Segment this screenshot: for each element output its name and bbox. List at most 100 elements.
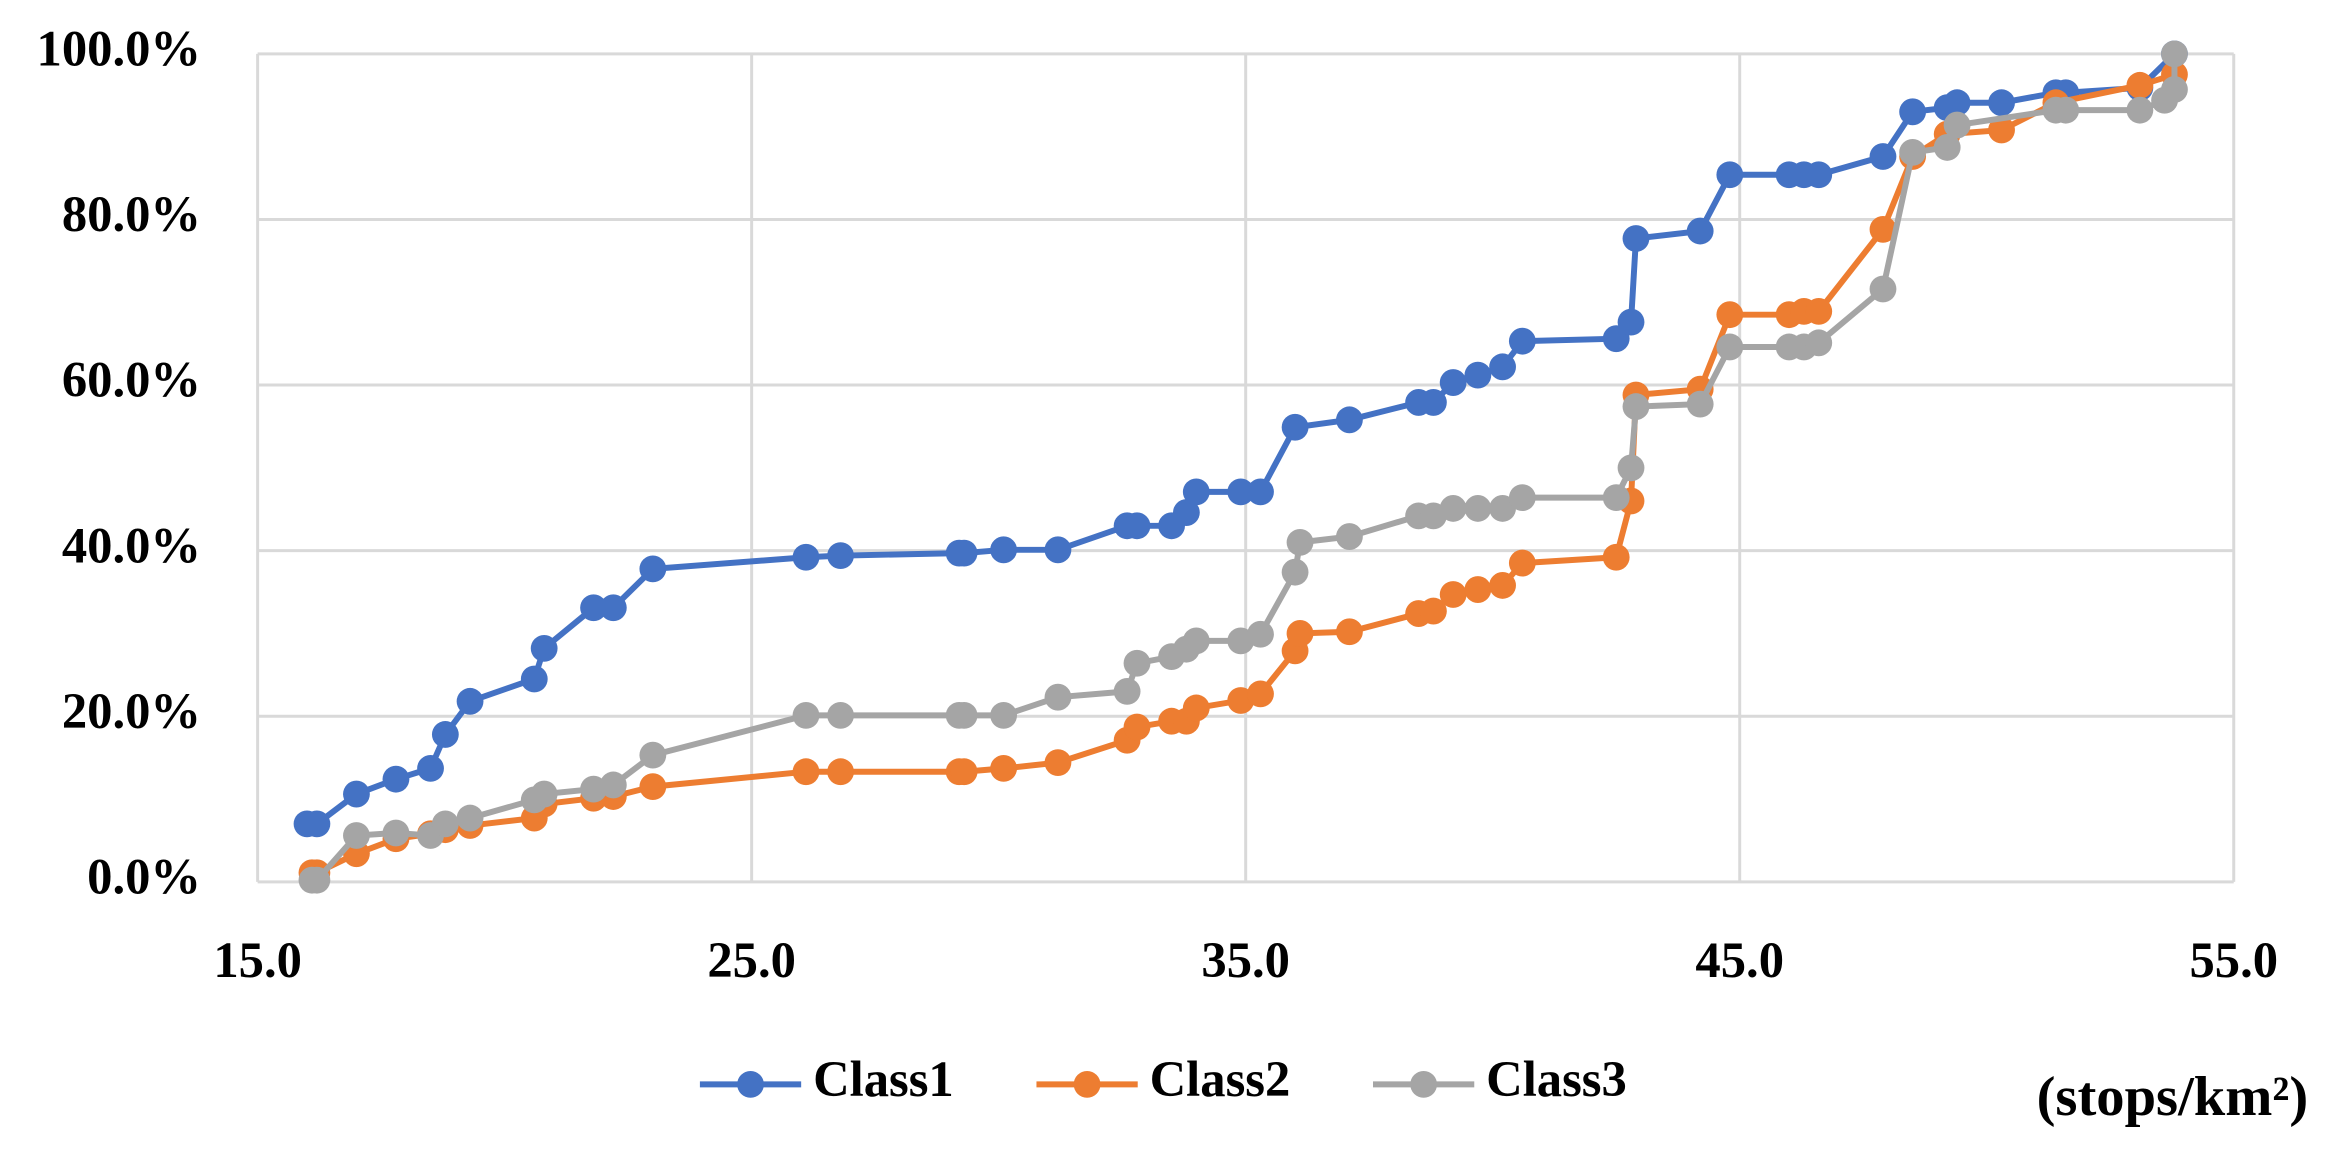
data-point [1716, 301, 1744, 329]
data-point [1617, 308, 1645, 336]
data-point [1123, 512, 1151, 540]
x-tick-label: 45.0 [1695, 932, 1784, 988]
legend-marker [1073, 1070, 1101, 1098]
data-point [1805, 161, 1833, 189]
data-point [1044, 536, 1072, 564]
x-tick-label: 25.0 [707, 932, 796, 988]
data-point [1464, 495, 1492, 522]
data-point [1622, 225, 1650, 252]
data-point [1869, 215, 1897, 243]
data-point [343, 822, 370, 849]
data-point [2126, 71, 2154, 99]
data-point [950, 539, 978, 567]
data-point [1464, 576, 1492, 603]
data-point [1336, 406, 1363, 434]
data-point [1286, 620, 1314, 647]
data-point [1988, 89, 2015, 117]
data-point [520, 665, 548, 693]
data-point [1336, 618, 1363, 646]
data-point [1439, 581, 1467, 608]
data-point [1869, 143, 1897, 170]
data-point [1899, 98, 1927, 126]
data-point [1123, 649, 1151, 677]
data-point [1182, 478, 1210, 506]
data-point [950, 758, 978, 786]
data-point [1716, 161, 1744, 189]
data-point [1716, 333, 1744, 361]
data-point [1182, 627, 1210, 655]
data-point [1602, 484, 1630, 512]
data-point [1805, 297, 1833, 325]
data-point [1943, 89, 1971, 117]
legend-label: Class2 [1150, 1051, 1291, 1107]
data-point [1182, 694, 1210, 722]
data-point [792, 758, 820, 786]
data-point [1044, 683, 1072, 711]
data-point [1123, 713, 1151, 741]
data-point [1617, 454, 1645, 482]
data-point [639, 741, 667, 769]
y-tick-label: 80.0% [62, 186, 201, 242]
legend-label: Class1 [813, 1051, 954, 1107]
series-line [311, 71, 2176, 876]
data-point [1439, 495, 1467, 522]
legend-label: Class3 [1486, 1051, 1627, 1107]
y-tick-label: 20.0% [62, 683, 201, 739]
data-point [1899, 138, 1927, 166]
data-point [456, 687, 484, 715]
data-point [639, 555, 667, 583]
data-point [1281, 558, 1309, 586]
data-point [382, 819, 410, 847]
data-point [827, 758, 854, 786]
data-point [1805, 329, 1833, 357]
data-point [431, 810, 459, 838]
series-line [311, 53, 2178, 884]
data-point [1227, 478, 1255, 506]
data-point [1686, 390, 1714, 418]
data-point [1247, 680, 1274, 708]
data-point [639, 773, 667, 801]
data-point [343, 780, 370, 808]
y-tick-label: 60.0% [62, 352, 201, 408]
data-point [1420, 389, 1447, 416]
data-point [1489, 572, 1516, 599]
data-point [456, 804, 484, 832]
data-point [1602, 543, 1630, 571]
data-point [303, 810, 331, 838]
data-point [1869, 275, 1897, 303]
data-point [1988, 116, 2015, 144]
data-point [1420, 597, 1447, 625]
data-point [530, 780, 558, 808]
data-point [580, 594, 607, 622]
data-point [827, 702, 854, 729]
x-tick-label: 35.0 [1201, 932, 1290, 988]
data-point [1489, 353, 1516, 381]
y-tick-label: 40.0% [62, 517, 201, 573]
data-point [792, 702, 820, 729]
data-point [1247, 620, 1274, 648]
data-point [1943, 111, 1971, 139]
data-point [1686, 217, 1714, 245]
data-point [1508, 549, 1536, 577]
data-point [1439, 369, 1467, 396]
data-point [1336, 523, 1363, 550]
data-point [1286, 528, 1314, 556]
data-point [599, 594, 627, 622]
data-point [303, 866, 331, 894]
y-tick-label: 0.0% [87, 848, 201, 904]
data-point [1508, 484, 1536, 512]
data-point [417, 754, 444, 782]
data-point [431, 721, 459, 748]
data-point [1172, 499, 1200, 526]
data-point [2052, 96, 2080, 124]
data-point [990, 702, 1018, 729]
data-point [1247, 478, 1274, 506]
data-point [990, 536, 1018, 564]
y-tick-label: 100.0% [37, 20, 202, 76]
data-point [2126, 96, 2154, 124]
legend-marker [737, 1070, 764, 1098]
data-point [1281, 413, 1309, 441]
x-tick-label: 55.0 [2189, 932, 2278, 988]
